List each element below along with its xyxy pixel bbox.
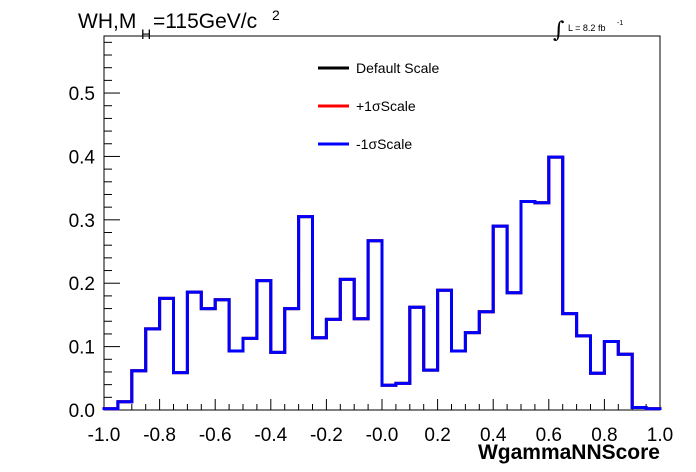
series-group bbox=[102, 155, 662, 411]
luminosity-text: L = 8.2 fb bbox=[568, 23, 605, 33]
legend-label: Default Scale bbox=[356, 60, 439, 76]
x-tick-label: 0.6 bbox=[536, 425, 562, 446]
luminosity-label: ∫ L = 8.2 fb -1 bbox=[553, 18, 623, 43]
x-tick-label: 0.2 bbox=[424, 425, 450, 446]
y-tick-label: 0.2 bbox=[69, 274, 95, 295]
x-tick-labels: -1.0 -0.8 -0.6 -0.4 -0.2 -0.0 0.2 0.4 0.6 0.8 1.0 bbox=[88, 425, 674, 446]
x-tick-label: -0.2 bbox=[310, 425, 343, 446]
y-tick-label: 0.5 bbox=[69, 84, 95, 105]
x-tick-label: -0.8 bbox=[143, 425, 176, 446]
title-superscript: 2 bbox=[272, 7, 280, 23]
x-tick-label: -1.0 bbox=[88, 425, 121, 446]
y-tick-label: 0.4 bbox=[69, 147, 96, 168]
y-tick-labels: 0.0 0.1 0.2 0.3 0.4 0.5 bbox=[69, 84, 96, 422]
integral-symbol: ∫ bbox=[553, 18, 565, 43]
x-tick-label: 1.0 bbox=[647, 425, 673, 446]
series-line-2 bbox=[102, 155, 662, 411]
title-suffix: =115GeV/c bbox=[153, 10, 257, 33]
luminosity-superscript: -1 bbox=[617, 20, 623, 27]
x-tick-label: 0.8 bbox=[591, 425, 617, 446]
y-tick-label: 0.3 bbox=[69, 211, 95, 232]
legend-label: -1σScale bbox=[356, 136, 412, 152]
plot-title: WH,M H =115GeV/c 2 bbox=[78, 7, 280, 42]
title-subscript: H bbox=[141, 26, 151, 42]
y-tick-label: 0.0 bbox=[69, 401, 95, 422]
x-tick-label: 0.4 bbox=[480, 425, 507, 446]
x-tick-label: -0.4 bbox=[254, 425, 287, 446]
axis-ticks bbox=[103, 41, 661, 411]
legend-label: +1σScale bbox=[356, 98, 416, 114]
x-axis-title: WgammaNNScore bbox=[478, 441, 660, 464]
y-tick-label: 0.1 bbox=[69, 338, 95, 359]
legend: Default Scale +1σScale -1σScale bbox=[318, 60, 439, 152]
x-tick-label: -0.6 bbox=[199, 425, 232, 446]
title-prefix: WH,M bbox=[78, 10, 136, 33]
x-tick-label: -0.0 bbox=[366, 425, 399, 446]
